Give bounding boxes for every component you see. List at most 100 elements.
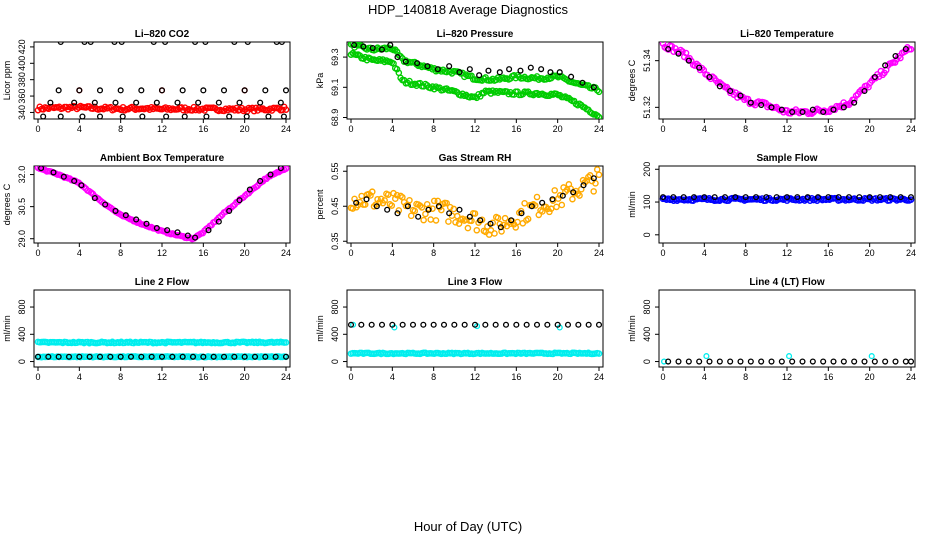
data-point [192, 42, 199, 46]
chart-panel-4: Ambient Box Temperature 0 4 8 12 16 20 24 29.0 30… [2, 153, 291, 258]
x-tick-label: 20 [865, 372, 875, 382]
data-point [517, 207, 525, 215]
series-4 [47, 99, 284, 106]
data-point [595, 321, 603, 328]
series-2 [665, 358, 915, 365]
data-point [422, 210, 429, 218]
data-point [369, 44, 376, 52]
data-point [47, 99, 54, 106]
x-tick-label: 16 [198, 124, 208, 134]
y-tick-label: 800 [330, 300, 340, 315]
x-tick-label: 4 [77, 248, 82, 258]
x-tick-label: 12 [782, 372, 792, 382]
data-point [91, 99, 98, 106]
series-2 [38, 166, 284, 241]
data-point [871, 358, 878, 365]
x-tick-label: 24 [281, 124, 291, 134]
data-point [393, 191, 401, 199]
data-point [368, 188, 376, 196]
data-point [524, 215, 532, 223]
x-tick-label: 0 [348, 248, 353, 258]
data-point [809, 358, 816, 365]
panel-title: Ambient Box Temperature [100, 153, 225, 164]
data-point [814, 194, 822, 201]
data-point [871, 73, 878, 81]
data-point [451, 321, 458, 328]
plot-area [660, 353, 915, 365]
data-point [471, 210, 479, 217]
x-tick-label: 8 [743, 124, 748, 134]
data-point [685, 57, 692, 64]
data-point [799, 358, 806, 365]
data-point [568, 73, 575, 80]
data-point [868, 353, 875, 360]
plot-area [34, 338, 290, 361]
data-point [453, 212, 461, 220]
data-point [179, 87, 186, 94]
series-1 [34, 166, 290, 243]
data-point [446, 63, 453, 70]
data-point [907, 194, 915, 201]
y-tick-label: 800 [17, 300, 27, 315]
data-point [711, 194, 718, 201]
data-point [564, 321, 572, 328]
x-tick-label: 20 [240, 372, 250, 382]
data-point [50, 169, 57, 176]
data-point [701, 194, 708, 201]
y-tick-label: 51.34 [642, 49, 652, 72]
y-tick-label: 0 [642, 359, 652, 364]
series-3 [351, 42, 597, 91]
data-point [549, 196, 556, 203]
plot-frame [658, 165, 916, 244]
data-point [758, 101, 765, 109]
y-tick-label: 69.1 [330, 79, 340, 97]
data-point [388, 202, 396, 209]
data-point [502, 321, 510, 328]
data-point [518, 210, 525, 217]
data-point [576, 192, 583, 199]
data-point [34, 353, 42, 360]
data-point [282, 87, 290, 94]
x-tick-label: 12 [470, 248, 480, 258]
data-point [384, 206, 391, 213]
data-point [205, 227, 212, 234]
data-point [65, 353, 73, 360]
y-tick-label: 0 [17, 359, 27, 364]
data-point [452, 218, 459, 226]
data-point [551, 187, 559, 194]
data-point [907, 358, 915, 365]
y-axis-label: degrees C [2, 183, 12, 225]
data-point [747, 99, 754, 106]
data-point [528, 203, 535, 210]
data-point [450, 205, 458, 213]
panel-title: Li–820 Pressure [437, 29, 514, 40]
data-point [184, 232, 191, 239]
data-point [835, 194, 842, 201]
x-tick-label: 0 [660, 124, 665, 134]
data-point [402, 58, 409, 65]
data-point [363, 196, 370, 203]
x-tick-label: 20 [553, 124, 563, 134]
data-point [527, 64, 534, 71]
data-point [768, 358, 775, 365]
series-3 [347, 321, 603, 328]
y-tick-label: 100 [642, 195, 652, 210]
y-tick-label: 0.55 [330, 162, 340, 180]
data-point [220, 87, 228, 94]
y-tick-label: 200 [642, 162, 652, 177]
x-tick-label: 4 [702, 248, 707, 258]
y-tick-label: 69.3 [330, 48, 340, 66]
x-tick-label: 16 [511, 124, 521, 134]
data-point [809, 106, 816, 113]
y-tick-label: 400 [17, 327, 27, 342]
data-point [434, 66, 441, 73]
data-point [523, 321, 530, 328]
data-point [456, 69, 463, 76]
x-tick-label: 24 [594, 124, 604, 134]
data-point [497, 224, 504, 231]
y-tick-label: 360 [17, 89, 27, 104]
data-point [111, 42, 118, 46]
data-point [220, 353, 228, 360]
data-point [675, 358, 682, 365]
